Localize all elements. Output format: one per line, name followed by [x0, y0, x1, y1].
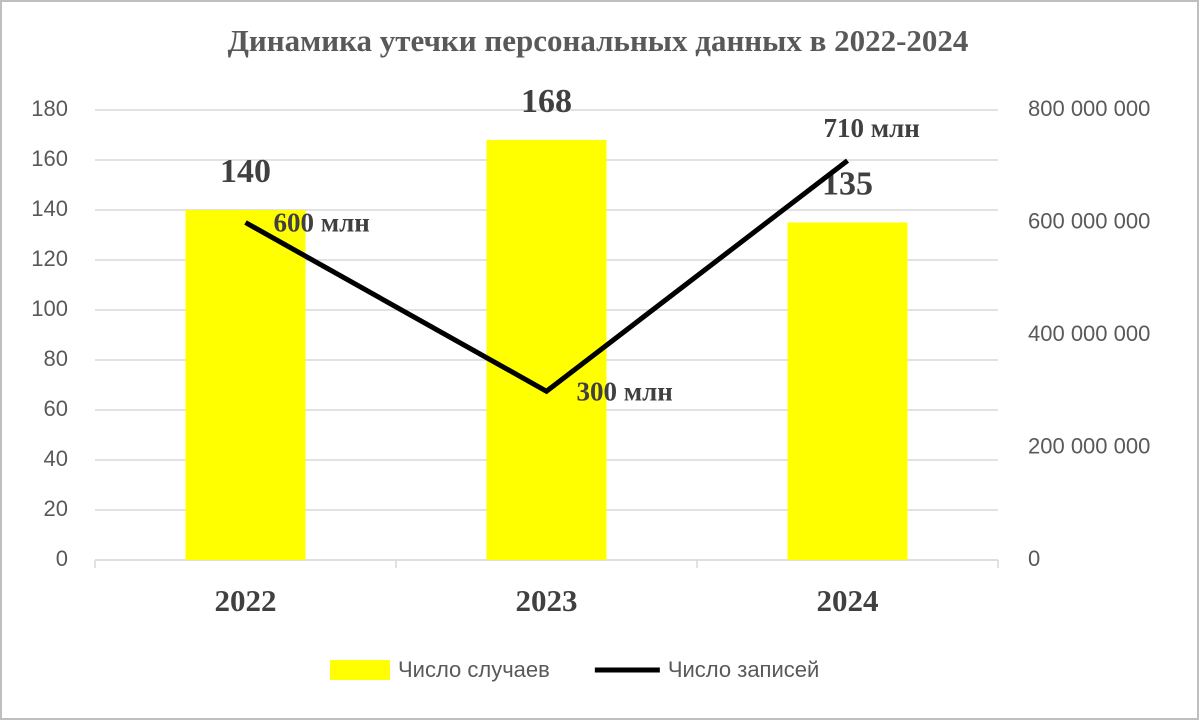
x-tick-label: 2022: [215, 583, 277, 618]
legend-label: Число записей: [668, 657, 819, 682]
bar: [486, 140, 607, 560]
y-tick-label: 160: [31, 146, 68, 171]
y2-tick-label: 800 000 000: [1028, 96, 1150, 121]
bar-value-label: 140: [220, 153, 271, 190]
y-tick-label: 180: [31, 96, 68, 121]
y2-tick-label: 200 000 000: [1028, 433, 1150, 458]
x-tick-label: 2023: [516, 583, 578, 618]
y-tick-label: 140: [31, 196, 68, 221]
y2-tick-label: 400 000 000: [1028, 321, 1150, 346]
bar: [787, 222, 908, 560]
y-tick-label: 0: [56, 546, 68, 571]
y-tick-label: 120: [31, 246, 68, 271]
y-tick-label: 40: [44, 446, 68, 471]
line: [244, 158, 850, 395]
bar-value-label: 135: [822, 165, 873, 202]
bar: [185, 210, 306, 560]
legend-swatch: [330, 660, 390, 680]
y-tick-label: 20: [44, 496, 68, 521]
y-tick-label: 100: [31, 296, 68, 321]
bar-value-label: 168: [521, 83, 572, 120]
x-tick-label: 2024: [817, 583, 879, 618]
legend-label: Число случаев: [398, 657, 550, 682]
line-value-label: 600 млн: [274, 208, 370, 238]
y2-tick-label: 600 000 000: [1028, 208, 1150, 233]
line-value-label: 710 млн: [824, 113, 920, 143]
y-tick-label: 60: [44, 396, 68, 421]
chart-title: Динамика утечки персональных данных в 20…: [228, 23, 969, 58]
y2-tick-label: 0: [1028, 546, 1040, 571]
line-value-label: 300 млн: [577, 376, 673, 406]
y-tick-label: 80: [44, 346, 68, 371]
